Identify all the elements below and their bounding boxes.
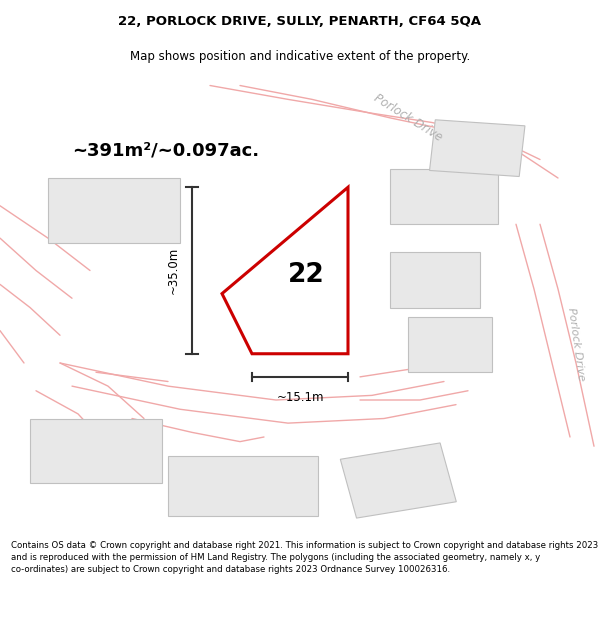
Polygon shape — [48, 178, 180, 242]
Text: Porlock Drive: Porlock Drive — [566, 307, 586, 382]
Text: Map shows position and indicative extent of the property.: Map shows position and indicative extent… — [130, 50, 470, 63]
Text: ~391m²/~0.097ac.: ~391m²/~0.097ac. — [72, 141, 259, 159]
Polygon shape — [430, 120, 525, 176]
Polygon shape — [30, 419, 162, 483]
Text: ~15.1m: ~15.1m — [276, 391, 324, 404]
Text: Contains OS data © Crown copyright and database right 2021. This information is : Contains OS data © Crown copyright and d… — [11, 541, 598, 574]
Text: ~35.0m: ~35.0m — [167, 247, 180, 294]
Polygon shape — [340, 443, 457, 518]
Polygon shape — [390, 252, 480, 308]
Text: Porlock Drive: Porlock Drive — [371, 92, 445, 144]
Polygon shape — [390, 169, 498, 224]
Polygon shape — [408, 317, 492, 372]
Polygon shape — [258, 289, 336, 349]
Text: 22: 22 — [287, 262, 325, 288]
Polygon shape — [168, 456, 318, 516]
Text: 22, PORLOCK DRIVE, SULLY, PENARTH, CF64 5QA: 22, PORLOCK DRIVE, SULLY, PENARTH, CF64 … — [119, 15, 482, 28]
Polygon shape — [222, 188, 348, 354]
